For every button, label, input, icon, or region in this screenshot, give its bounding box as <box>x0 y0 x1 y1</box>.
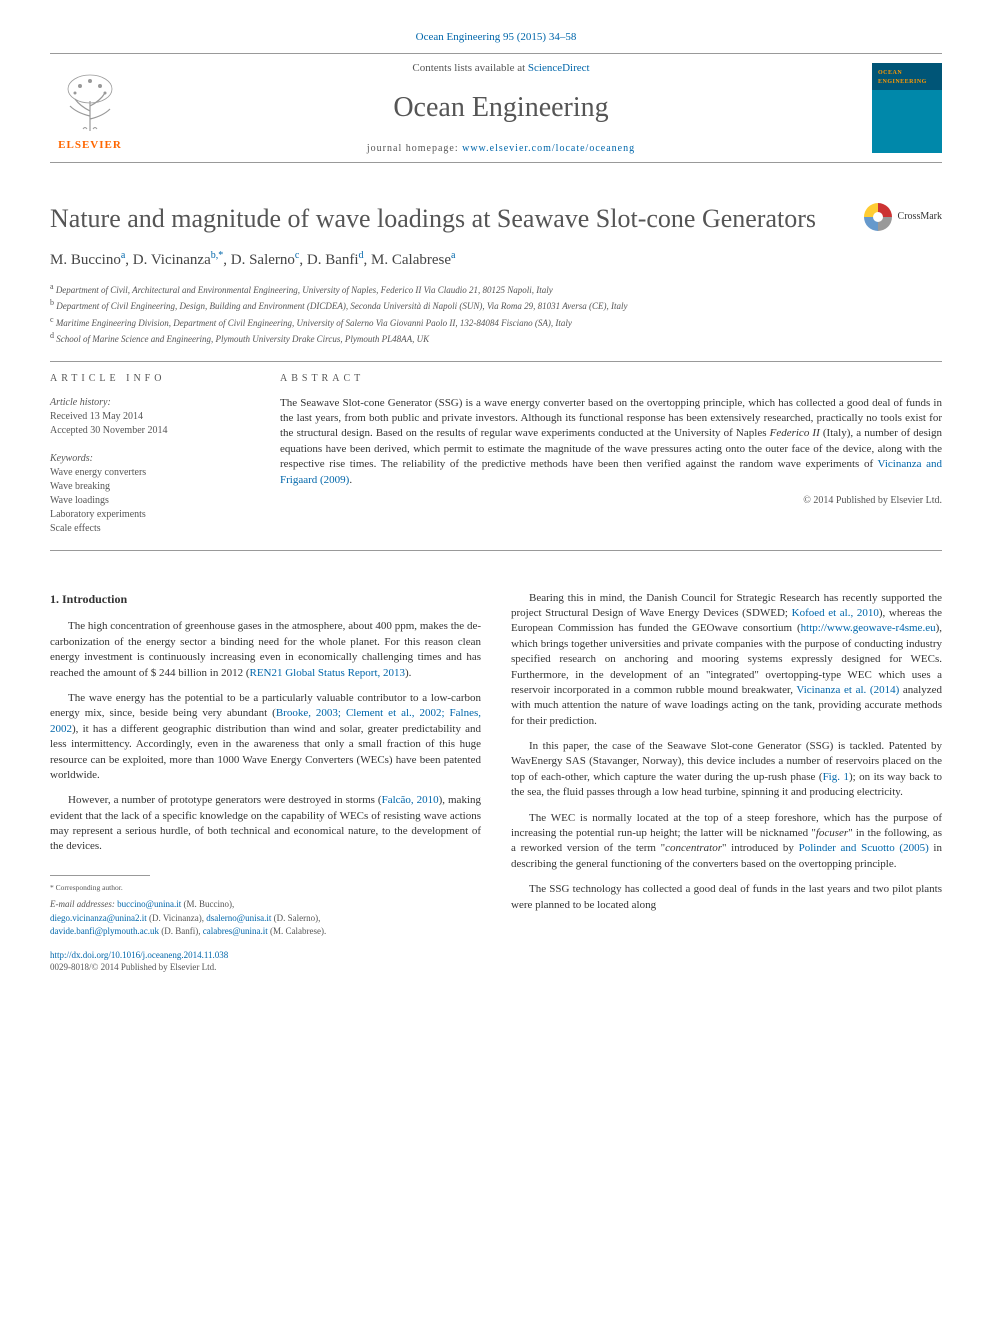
para: The SSG technology has collected a good … <box>511 882 942 913</box>
abstract-copyright: © 2014 Published by Elsevier Ltd. <box>280 494 942 508</box>
journal-name: Ocean Engineering <box>130 88 872 127</box>
citation-link[interactable]: Kofoed et al., 2010 <box>792 607 879 619</box>
section-heading-1: 1. Introduction <box>50 591 481 608</box>
footnote-separator <box>50 875 150 876</box>
homepage-prefix: journal homepage: <box>367 143 462 154</box>
affiliation-c: c Maritime Engineering Division, Departm… <box>50 314 942 331</box>
keyword: Scale effects <box>50 522 250 536</box>
keyword: Laboratory experiments <box>50 508 250 522</box>
body-col-left: 1. Introduction The high concentration o… <box>50 591 481 974</box>
url-link[interactable]: http://www.geowave-r4sme.eu <box>801 622 936 634</box>
affil-sup-a2[interactable]: a <box>451 250 455 261</box>
issn-line: 0029-8018/© 2014 Published by Elsevier L… <box>50 962 216 972</box>
homepage-link[interactable]: www.elsevier.com/locate/oceaneng <box>462 143 635 154</box>
author-4: D. Banfi <box>307 252 359 268</box>
contents-line: Contents lists available at ScienceDirec… <box>130 61 872 76</box>
para: The wave energy has the potential to be … <box>50 691 481 783</box>
keyword: Wave energy converters <box>50 466 250 480</box>
corresponding-author: * Corresponding author. <box>50 882 481 899</box>
journal-cover-thumbnail[interactable]: OCEAN ENGINEERING <box>872 63 942 153</box>
keywords-label: Keywords: <box>50 452 250 466</box>
divider <box>50 550 942 551</box>
author-2: D. Vicinanza <box>133 252 211 268</box>
corr-star[interactable]: * <box>218 250 223 261</box>
para: However, a number of prototype generator… <box>50 793 481 855</box>
para: Bearing this in mind, the Danish Council… <box>511 591 942 730</box>
citation-link[interactable]: Falcão, 2010 <box>382 794 439 806</box>
footnotes: * Corresponding author. E-mail addresses… <box>50 882 481 939</box>
elsevier-wordmark: ELSEVIER <box>58 138 122 153</box>
email-link[interactable]: diego.vicinanza@unina2.it <box>50 913 147 923</box>
contents-prefix: Contents lists available at <box>412 62 527 74</box>
abstract-text: The Seawave Slot-cone Generator (SSG) is… <box>280 396 942 488</box>
received-date: Received 13 May 2014 <box>50 410 250 424</box>
sciencedirect-link[interactable]: ScienceDirect <box>528 62 590 74</box>
author-1: M. Buccino <box>50 252 121 268</box>
email-link[interactable]: dsalerno@unisa.it <box>206 913 271 923</box>
journal-header: ELSEVIER Contents lists available at Sci… <box>50 53 942 163</box>
divider <box>50 361 942 362</box>
affiliation-d: d School of Marine Science and Engineeri… <box>50 330 942 347</box>
doi-block: http://dx.doi.org/10.1016/j.oceaneng.201… <box>50 949 481 974</box>
affiliation-b: b Department of Civil Engineering, Desig… <box>50 297 942 314</box>
title-row: Nature and magnitude of wave loadings at… <box>50 203 942 234</box>
affiliation-a: a Department of Civil, Architectural and… <box>50 281 942 298</box>
history-label: Article history: <box>50 396 250 410</box>
citation-link[interactable]: REN21 Global Status Report, 2013 <box>249 667 405 679</box>
abstract-label: ABSTRACT <box>280 372 942 386</box>
abstract-block: ABSTRACT The Seawave Slot-cone Generator… <box>280 372 942 536</box>
para: The WEC is normally located at the top o… <box>511 811 942 873</box>
body-columns: 1. Introduction The high concentration o… <box>50 591 942 974</box>
article-info-label: ARTICLE INFO <box>50 372 250 386</box>
journal-ref-link[interactable]: Ocean Engineering 95 (2015) 34–58 <box>50 30 942 45</box>
keyword: Wave loadings <box>50 494 250 508</box>
affil-sup-a[interactable]: a <box>121 250 125 261</box>
body-col-right: Bearing this in mind, the Danish Council… <box>511 591 942 974</box>
citation-link[interactable]: Vicinanza et al. (2014) <box>796 684 899 696</box>
email-link[interactable]: calabres@unina.it <box>203 926 268 936</box>
affil-sup-c[interactable]: c <box>295 250 299 261</box>
header-center: Contents lists available at ScienceDirec… <box>130 61 872 156</box>
elsevier-logo[interactable]: ELSEVIER <box>50 63 130 153</box>
citation-link[interactable]: Polinder and Scuotto (2005) <box>799 842 929 854</box>
authors-line: M. Buccinoa, D. Vicinanzab,*, D. Salerno… <box>50 249 942 271</box>
email-addresses: E-mail addresses: buccino@unina.it (M. B… <box>50 898 481 939</box>
para: In this paper, the case of the Seawave S… <box>511 739 942 801</box>
affil-sup-d[interactable]: d <box>359 250 364 261</box>
elsevier-tree-icon <box>55 71 125 136</box>
crossmark-label: CrossMark <box>898 210 942 224</box>
crossmark-icon <box>864 203 892 231</box>
email-link[interactable]: davide.banfi@plymouth.ac.uk <box>50 926 159 936</box>
para: The high concentration of greenhouse gas… <box>50 619 481 681</box>
article-title: Nature and magnitude of wave loadings at… <box>50 203 844 234</box>
homepage-line: journal homepage: www.elsevier.com/locat… <box>130 142 872 156</box>
email-link[interactable]: buccino@unina.it <box>117 899 181 909</box>
doi-link[interactable]: http://dx.doi.org/10.1016/j.oceaneng.201… <box>50 950 228 960</box>
affiliations: a Department of Civil, Architectural and… <box>50 281 942 347</box>
figure-link[interactable]: Fig. 1 <box>823 771 849 783</box>
info-abstract-row: ARTICLE INFO Article history: Received 1… <box>50 372 942 536</box>
accepted-date: Accepted 30 November 2014 <box>50 424 250 438</box>
author-5: M. Calabrese <box>371 252 451 268</box>
author-3: D. Salerno <box>231 252 295 268</box>
crossmark-badge[interactable]: CrossMark <box>864 203 942 231</box>
keyword: Wave breaking <box>50 480 250 494</box>
article-info: ARTICLE INFO Article history: Received 1… <box>50 372 250 536</box>
journal-cover-title: OCEAN ENGINEERING <box>878 69 942 86</box>
